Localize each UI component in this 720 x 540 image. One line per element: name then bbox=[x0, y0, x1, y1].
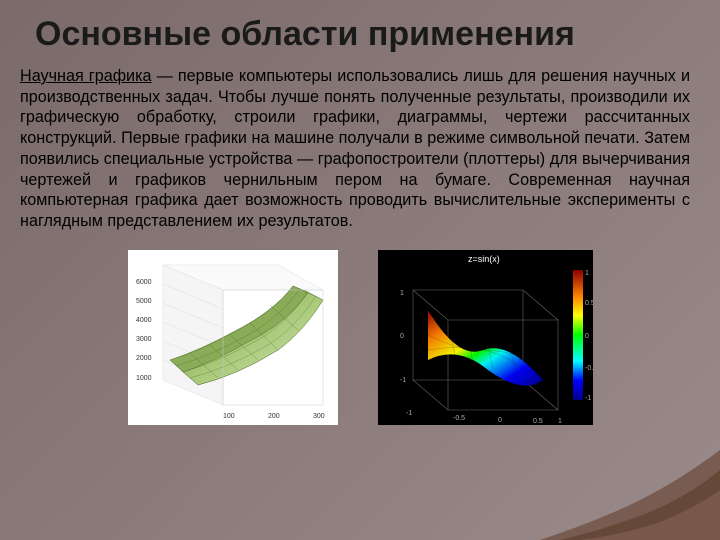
svg-text:0: 0 bbox=[498, 417, 502, 424]
svg-text:300: 300 bbox=[313, 413, 325, 420]
slide-container: Основные области применения Научная граф… bbox=[0, 0, 720, 540]
surface-plot-icon: 1000 2000 3000 4000 5000 6000 100 200 30… bbox=[128, 250, 338, 425]
svg-text:0: 0 bbox=[585, 333, 589, 340]
plot-3d-mesh: 1000 2000 3000 4000 5000 6000 100 200 30… bbox=[128, 250, 338, 425]
svg-text:2000: 2000 bbox=[136, 355, 152, 362]
svg-text:0.5: 0.5 bbox=[585, 300, 593, 307]
svg-text:100: 100 bbox=[223, 413, 235, 420]
svg-text:1: 1 bbox=[400, 290, 404, 297]
svg-text:-0.5: -0.5 bbox=[453, 415, 465, 422]
body-text-content: — первые компьютеры использовались лишь … bbox=[20, 67, 690, 230]
svg-text:-0.5: -0.5 bbox=[585, 365, 593, 372]
svg-text:5000: 5000 bbox=[136, 298, 152, 305]
svg-text:4000: 4000 bbox=[136, 317, 152, 324]
slide-title: Основные области применения bbox=[20, 15, 700, 54]
saddle-plot-icon: z=sin(x) bbox=[378, 250, 593, 425]
svg-text:0.5: 0.5 bbox=[533, 418, 543, 425]
svg-text:200: 200 bbox=[268, 413, 280, 420]
svg-text:1: 1 bbox=[558, 418, 562, 425]
svg-text:1000: 1000 bbox=[136, 375, 152, 382]
images-row: 1000 2000 3000 4000 5000 6000 100 200 30… bbox=[20, 250, 700, 425]
svg-text:0: 0 bbox=[400, 333, 404, 340]
svg-text:-1: -1 bbox=[406, 410, 412, 417]
body-paragraph: Научная графика — первые компьютеры испо… bbox=[20, 66, 700, 232]
svg-text:z=sin(x): z=sin(x) bbox=[468, 254, 500, 264]
svg-text:-1: -1 bbox=[585, 395, 591, 402]
term-scientific-graphics: Научная графика bbox=[20, 67, 152, 85]
svg-text:3000: 3000 bbox=[136, 336, 152, 343]
plot-3d-saddle: z=sin(x) bbox=[378, 250, 593, 425]
svg-text:-1: -1 bbox=[400, 377, 406, 384]
svg-text:1: 1 bbox=[585, 270, 589, 277]
svg-text:6000: 6000 bbox=[136, 279, 152, 286]
